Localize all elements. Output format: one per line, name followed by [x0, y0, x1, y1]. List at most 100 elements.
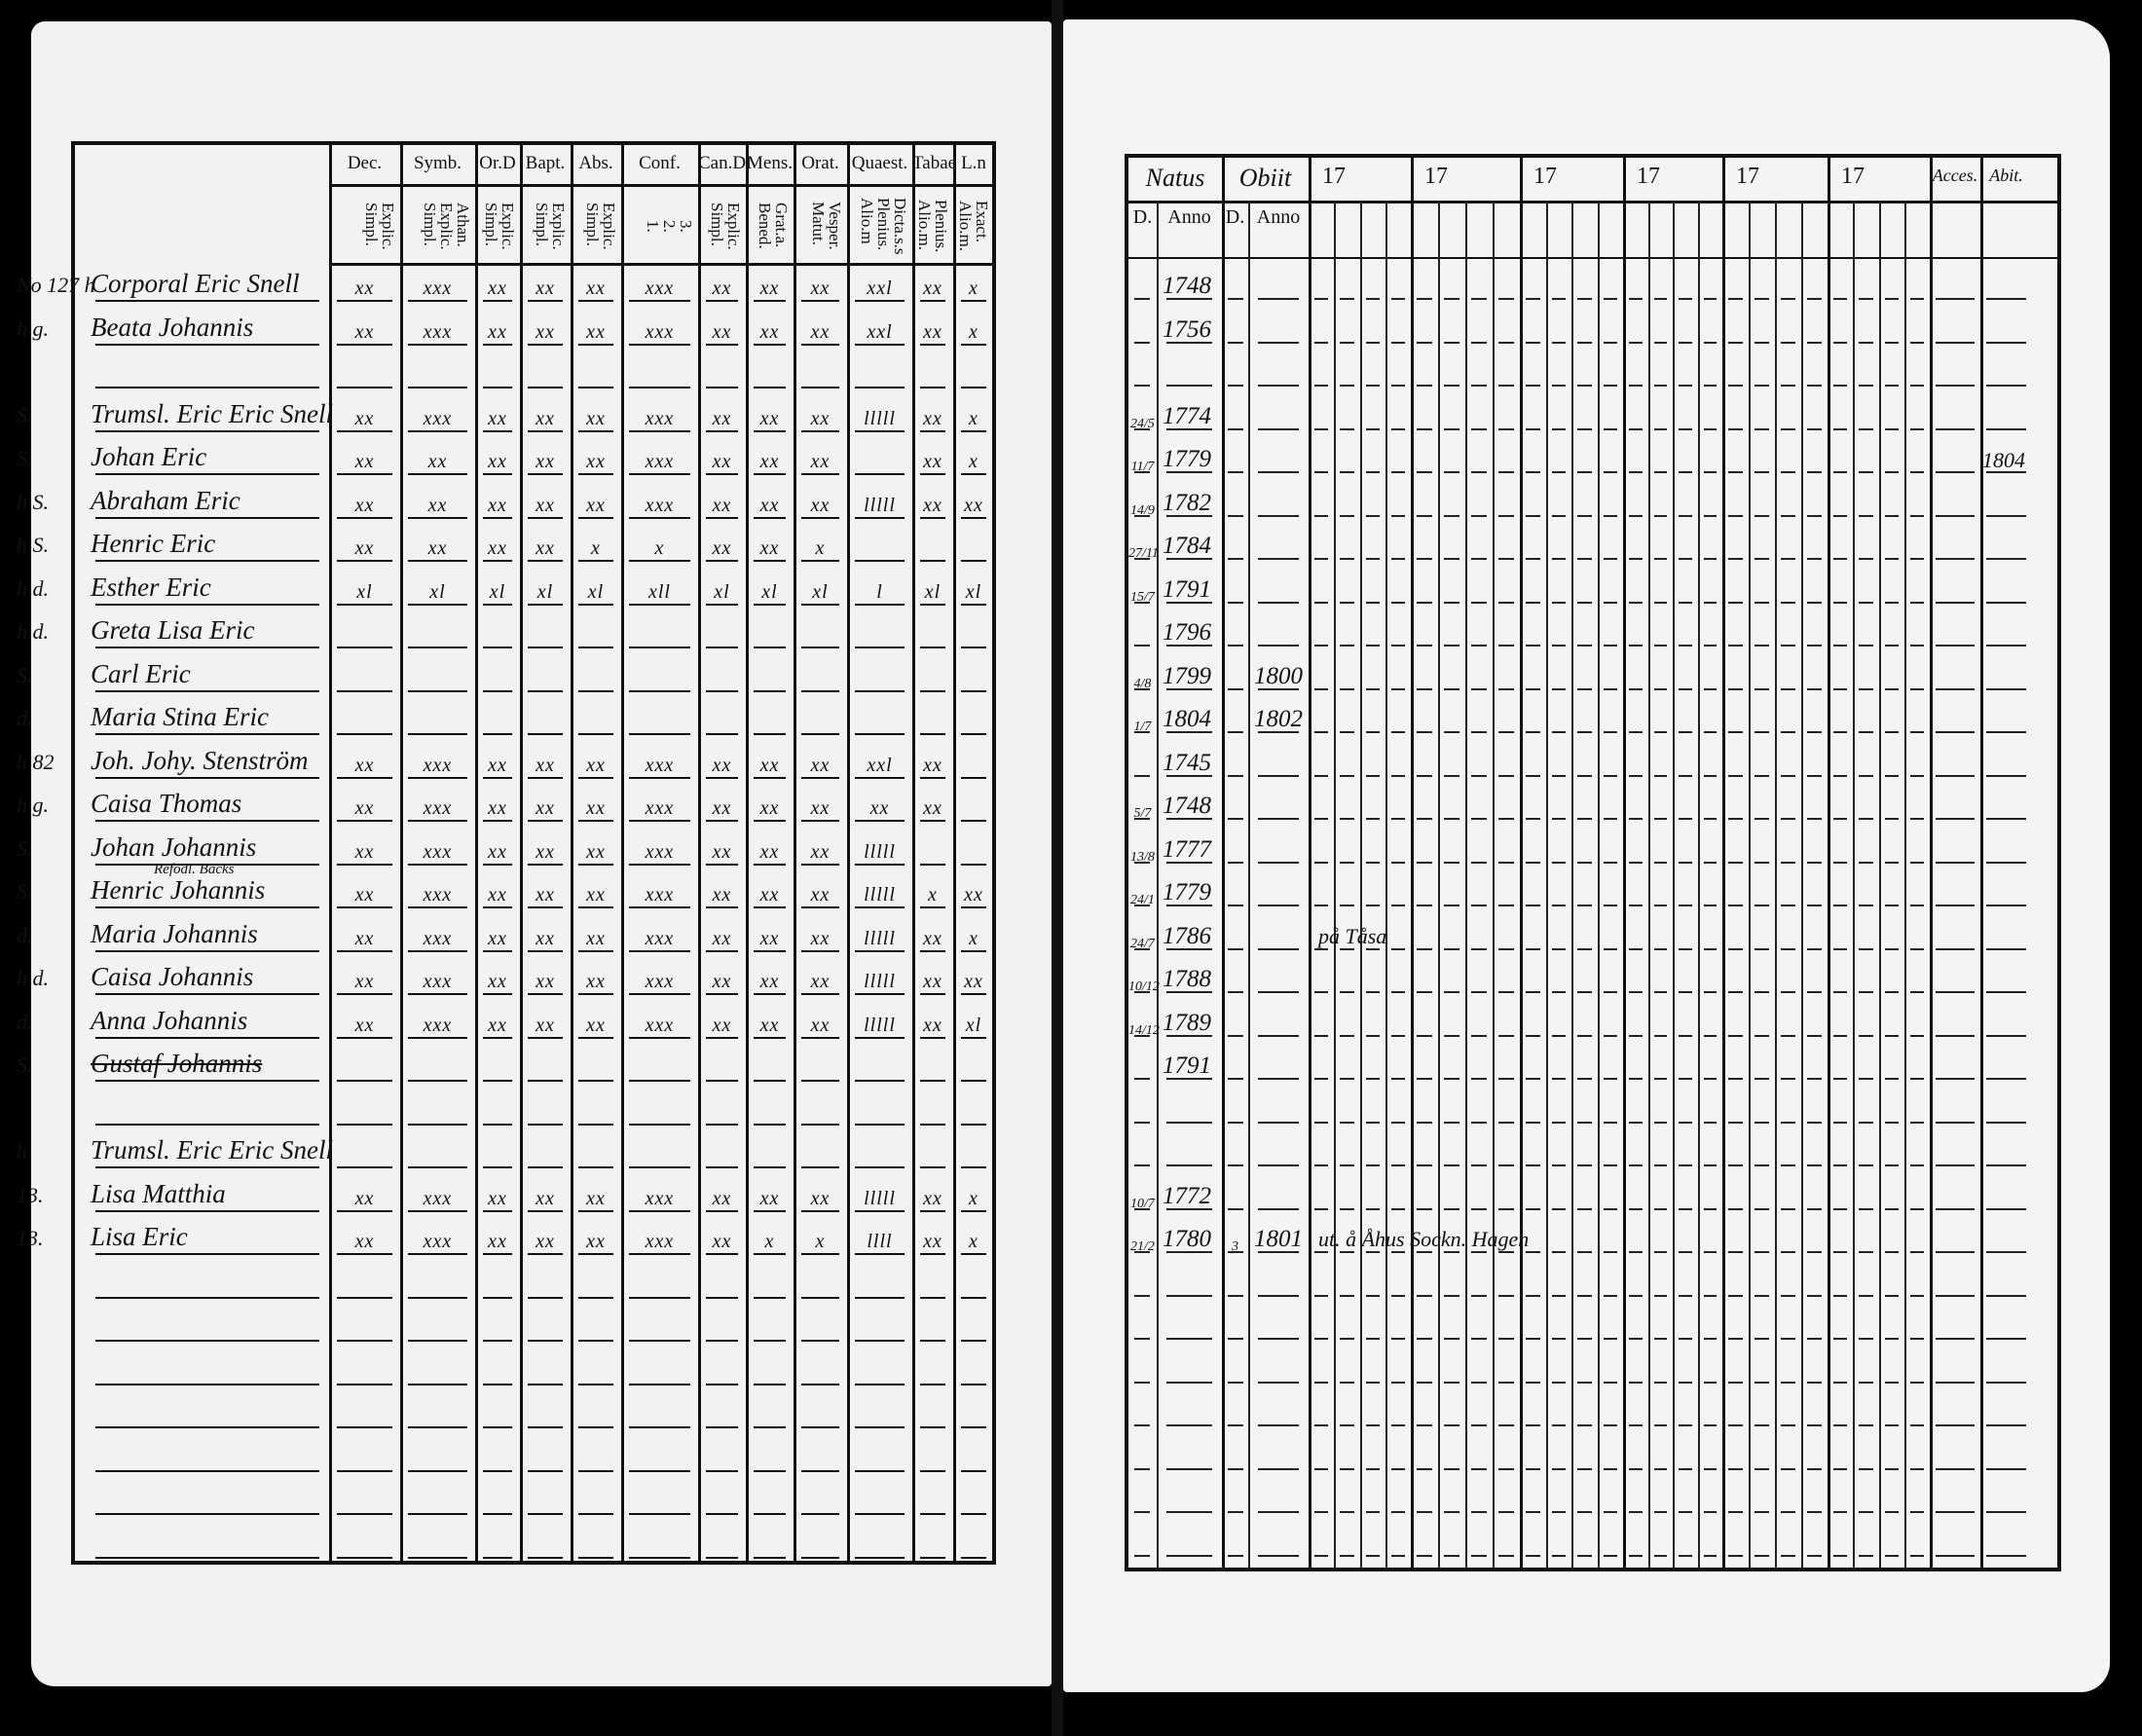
row-prefix: S.: [17, 835, 33, 861]
cell-underline: [706, 1469, 738, 1472]
table-row: No 127 h Corporal Eric Snell xx xxx xx xx xx xx…: [17, 263, 992, 306]
cell-dash: [1859, 1251, 1873, 1253]
row-underline: [95, 473, 319, 475]
cell-dash: [1390, 385, 1405, 387]
obiit-day-dash: [1228, 861, 1243, 864]
cell-underline: [855, 1513, 905, 1515]
cell-dash: [1807, 1078, 1822, 1080]
exam-mark: xx: [923, 407, 942, 429]
cell-underline: [961, 993, 986, 995]
cell-dash: [1603, 341, 1617, 344]
cell-dash: [1498, 558, 1514, 560]
cell-dash: [1526, 1078, 1540, 1080]
exam-mark: xx: [923, 451, 942, 472]
cell-underline: [578, 1426, 613, 1428]
exam-mark: xx: [536, 754, 555, 776]
exam-mark: xx: [810, 971, 831, 992]
birth-day: 5/7: [1133, 806, 1152, 821]
cell-dash: [1728, 1207, 1743, 1210]
cell-underline: [754, 1209, 786, 1212]
cell-dash: [1728, 385, 1743, 387]
cell-dash: [1551, 1511, 1566, 1513]
cell-dash: [1551, 774, 1566, 777]
cell-dash: [1603, 731, 1617, 733]
cell-underline: [754, 1340, 786, 1342]
cell-underline: [754, 429, 786, 432]
cell-dash: [1833, 645, 1848, 646]
cell-underline: [629, 1513, 690, 1515]
cell-underline: [754, 1166, 786, 1168]
cell-dash: [1577, 341, 1592, 344]
cell-underline: [706, 689, 738, 692]
cell-dash: [1340, 1164, 1354, 1166]
column-divider: [1309, 158, 1311, 1568]
empty-row: [1128, 1433, 2057, 1476]
year-dash: [1166, 1424, 1212, 1426]
cell-dash: [1781, 774, 1795, 777]
cell-dash: [1936, 1511, 1975, 1513]
cell-dash: [1781, 1034, 1795, 1037]
cell-underline: [855, 1296, 905, 1299]
cell-dash: [1551, 1381, 1566, 1384]
table-row: d. Anna Johannis xx xxx xx xx xx xxx xx xx xx lllll…: [17, 1000, 992, 1043]
cell-dash: [1314, 341, 1329, 344]
year-header: 17: [1841, 164, 1865, 189]
cell-dash: [1417, 1207, 1432, 1210]
cell-dash: [1551, 818, 1566, 820]
cell-underline: [483, 300, 512, 302]
exam-mark: xl: [536, 580, 554, 603]
cell-dash: [1603, 1511, 1617, 1513]
exam-mark: xx: [488, 971, 507, 992]
exam-mark: xx: [586, 451, 606, 472]
obiit-year-dash: [1258, 1121, 1299, 1124]
cell-dash: [1551, 687, 1566, 690]
cell-dash: [1653, 687, 1667, 690]
day-dash: [1134, 298, 1150, 300]
cell-underline: [578, 516, 613, 519]
cell-underline: [801, 560, 839, 562]
cell-dash: [1603, 991, 1617, 993]
empty-row: [75, 1260, 992, 1303]
exam-mark: xx: [427, 494, 448, 516]
row-prefix: 13.: [17, 1226, 44, 1250]
row-underline: [95, 1513, 319, 1515]
cell-underline: [706, 300, 738, 302]
exam-mark: xx: [810, 797, 831, 819]
exam-mark: xx: [712, 971, 732, 992]
day-dash: [1134, 731, 1150, 733]
cell-dash: [1909, 1078, 1924, 1080]
column-divider: [1520, 158, 1523, 1568]
exam-mark: xx: [759, 407, 780, 429]
cell-dash: [1754, 905, 1769, 906]
cell-dash: [1781, 1121, 1795, 1124]
cell-dash: [1417, 1381, 1432, 1384]
cell-underline: [629, 863, 690, 866]
obiit-day-dash: [1228, 991, 1243, 993]
cell-dash: [1629, 1078, 1643, 1080]
cell-dash: [1365, 947, 1380, 950]
cell-dash: [1909, 1467, 1924, 1470]
cell-dash: [1754, 427, 1769, 430]
register-row: 5/7 1748: [1128, 783, 2057, 826]
cell-dash: [1498, 645, 1514, 646]
cell-dash: [1909, 1554, 1924, 1557]
cell-dash: [1986, 1164, 2026, 1166]
cell-dash: [1444, 991, 1459, 993]
exam-mark: xx: [354, 494, 375, 516]
cell-dash: [1703, 861, 1717, 864]
table-row: h S. Abraham Eric xx xx xx xx xx xxx xx xx xx lllll…: [17, 480, 992, 523]
cell-dash: [1365, 1121, 1380, 1124]
cell-dash: [1859, 1207, 1873, 1210]
cell-dash: [1679, 1034, 1692, 1037]
cell-dash: [1986, 1554, 2026, 1557]
cell-dash: [1754, 601, 1769, 604]
cell-underline: [483, 949, 512, 952]
cell-dash: [1417, 818, 1432, 820]
column-header: Conf.: [639, 153, 681, 173]
cell-dash: [1884, 947, 1899, 950]
cell-dash: [1365, 1424, 1380, 1426]
cell-dash: [1526, 385, 1540, 387]
cell-dash: [1703, 1078, 1717, 1080]
cell-dash: [1653, 1251, 1667, 1253]
cell-underline: [855, 949, 905, 952]
